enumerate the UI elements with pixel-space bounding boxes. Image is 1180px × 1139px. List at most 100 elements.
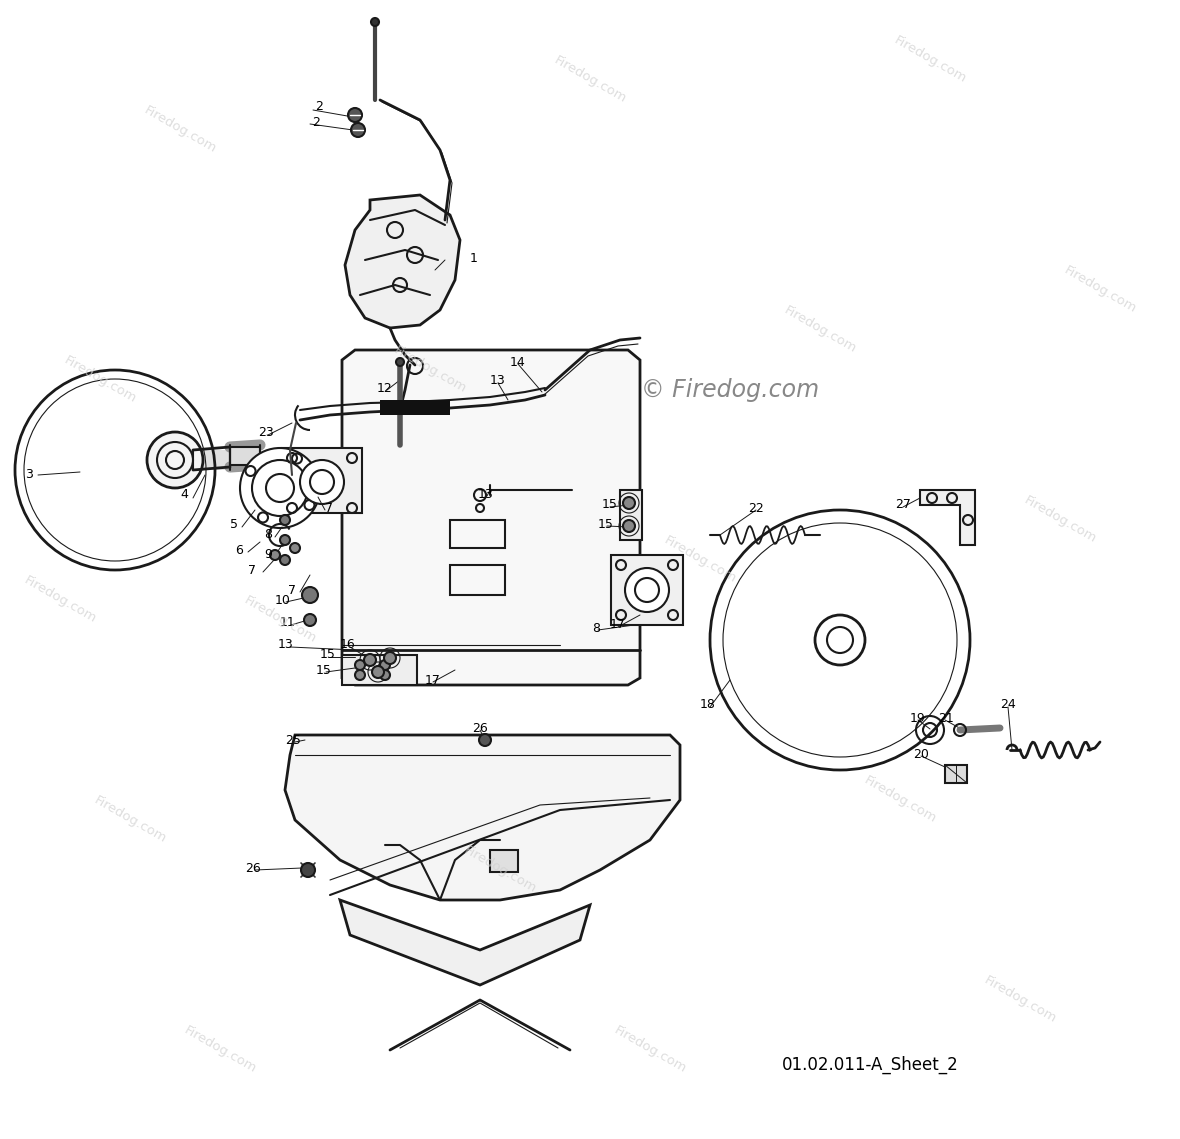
Polygon shape [345,195,460,328]
Text: 18: 18 [700,698,716,712]
Bar [620,490,642,540]
Text: Firedog.com: Firedog.com [392,344,468,396]
Circle shape [396,358,404,366]
Circle shape [290,543,300,554]
Bar [611,555,683,625]
Circle shape [270,550,280,560]
Text: 3: 3 [25,468,33,482]
Bar [450,565,505,595]
Circle shape [384,652,396,664]
Text: 8: 8 [264,528,273,541]
Text: 15: 15 [602,499,618,511]
Text: 9: 9 [264,549,271,562]
Circle shape [623,521,635,532]
Circle shape [280,515,290,525]
Circle shape [363,654,376,666]
Bar [945,765,966,782]
Text: Firedog.com: Firedog.com [611,1024,688,1076]
Text: 7: 7 [248,564,256,576]
Circle shape [148,432,203,487]
Polygon shape [342,350,640,685]
Bar [450,521,505,548]
Circle shape [625,568,669,612]
Circle shape [355,670,365,680]
Text: 16: 16 [340,639,355,652]
Circle shape [479,734,491,746]
Text: Firedog.com: Firedog.com [61,354,138,405]
Text: 2: 2 [315,100,323,114]
Text: 26: 26 [245,861,261,875]
Text: Firedog.com: Firedog.com [892,34,969,85]
Bar [380,400,450,415]
Text: 27: 27 [894,499,911,511]
Text: 15: 15 [320,648,336,662]
Text: 19: 19 [910,712,926,724]
Text: 8: 8 [592,622,599,634]
Text: 26: 26 [472,721,487,735]
Circle shape [300,460,345,503]
Circle shape [371,18,379,26]
Text: Firedog.com: Firedog.com [861,775,938,826]
Circle shape [301,863,315,877]
Text: 11: 11 [280,616,296,630]
Text: 14: 14 [510,355,526,369]
Text: 25: 25 [286,734,301,746]
Circle shape [372,666,384,678]
Text: Firedog.com: Firedog.com [461,844,538,896]
Polygon shape [340,900,590,985]
Circle shape [355,659,365,670]
Text: 23: 23 [258,426,274,440]
Text: Firedog.com: Firedog.com [1062,264,1139,316]
Text: 22: 22 [748,501,763,515]
Text: 1: 1 [470,252,478,264]
Circle shape [380,670,391,680]
Circle shape [348,108,362,122]
Bar [194,450,230,470]
Text: 4: 4 [181,489,188,501]
Text: 7: 7 [324,501,333,515]
Text: Firedog.com: Firedog.com [551,54,629,106]
Circle shape [302,587,317,603]
Circle shape [280,555,290,565]
Text: 12: 12 [376,382,393,394]
Text: 6: 6 [235,543,243,557]
Text: 21: 21 [938,712,953,724]
Circle shape [380,659,391,670]
Text: 17: 17 [610,618,625,631]
Bar [282,448,362,513]
Text: Firedog.com: Firedog.com [92,794,169,846]
Text: 7: 7 [288,583,296,597]
Text: Firedog.com: Firedog.com [182,1024,258,1076]
Text: 20: 20 [913,747,929,761]
Circle shape [815,615,865,665]
Text: Firedog.com: Firedog.com [142,104,218,156]
Text: 2: 2 [312,115,320,129]
Circle shape [623,497,635,509]
Text: Firedog.com: Firedog.com [1022,494,1099,546]
Text: 15: 15 [598,517,614,531]
Text: 13: 13 [490,375,506,387]
Circle shape [280,535,290,544]
Text: Firedog.com: Firedog.com [21,574,98,626]
Text: 13: 13 [278,639,294,652]
Polygon shape [286,735,680,900]
Text: 10: 10 [275,593,291,606]
Bar [230,446,260,465]
Circle shape [304,614,316,626]
Text: Firedog.com: Firedog.com [242,595,319,646]
Circle shape [240,448,320,528]
Bar [490,850,518,872]
Polygon shape [920,490,975,544]
Bar [342,655,417,685]
Text: Firedog.com: Firedog.com [662,534,739,585]
Text: 15: 15 [316,664,332,677]
Text: Firedog.com: Firedog.com [781,304,859,357]
Text: 13: 13 [478,487,493,500]
Text: 5: 5 [230,518,238,532]
Circle shape [350,123,365,137]
Text: Firedog.com: Firedog.com [982,974,1058,1026]
Text: © Firedog.com: © Firedog.com [641,378,819,402]
Text: 01.02.011-A_Sheet_2: 01.02.011-A_Sheet_2 [781,1056,958,1074]
Text: 24: 24 [999,698,1016,712]
Text: 17: 17 [425,673,441,687]
